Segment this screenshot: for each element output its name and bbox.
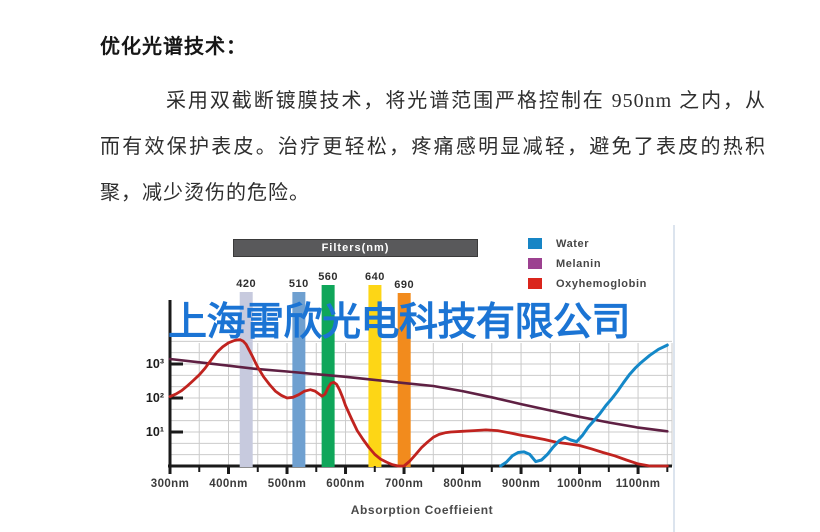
paragraph-line-3: 聚，减少烫伤的危险。 [100,182,310,204]
svg-text:400nm: 400nm [209,478,247,490]
oxyhemoglobin-swatch [528,278,542,289]
chart-legend: Water Melanin Oxyhemoglobin [528,238,647,298]
legend-label-melanin: Melanin [556,257,602,270]
document-title: 优化光谱技术： [100,36,247,58]
chart-plot: 420 510 560 640 690 10³ 10² 10¹ 300nm 400nm 500nm 6… [146,271,673,490]
svg-text:10³: 10³ [146,357,164,371]
svg-text:800nm: 800nm [443,478,481,490]
legend-item-water: Water [528,237,647,250]
chart-image-edge [673,225,675,532]
svg-text:420: 420 [236,278,256,290]
absorption-chart: 420 510 560 640 690 10³ 10² 10¹ 300nm 400nm 500nm 6… [130,225,690,532]
svg-text:10¹: 10¹ [146,425,164,439]
x-axis-caption: Absorption Coeffieient [350,503,494,517]
paragraph-line-2: 而有效保护表皮。治疗更轻松，疼痛感明显减轻，避免了表皮的热积 [100,136,766,158]
legend-item-melanin: Melanin [528,257,647,270]
svg-text:690: 690 [394,279,414,291]
svg-text:510: 510 [289,278,309,290]
svg-text:900nm: 900nm [502,478,540,490]
svg-text:600nm: 600nm [326,478,364,490]
legend-label-water: Water [556,237,590,250]
watermark: 上海雷欣光电科技有限公司 [168,301,631,344]
svg-text:1100nm: 1100nm [616,478,661,490]
water-swatch [528,238,542,249]
svg-text:560: 560 [318,271,338,283]
paragraph-line-1: 采用双截断镀膜技术，将光谱范围严格控制在 950nm 之内，从 [166,90,766,112]
svg-text:10²: 10² [146,391,164,405]
svg-text:500nm: 500nm [268,478,306,490]
melanin-swatch [528,258,542,269]
legend-label-oxyhemoglobin: Oxyhemoglobin [556,277,647,290]
svg-text:1000nm: 1000nm [557,478,602,490]
svg-text:700nm: 700nm [385,478,423,490]
svg-text:300nm: 300nm [151,478,189,490]
legend-item-oxyhemoglobin: Oxyhemoglobin [528,277,647,290]
svg-text:640: 640 [365,271,385,283]
filters-header: Filters(nm) [233,239,478,257]
body-paragraph: 采用双截断镀膜技术，将光谱范围严格控制在 950nm 之内，从 而有效保护表皮。… [100,78,766,216]
